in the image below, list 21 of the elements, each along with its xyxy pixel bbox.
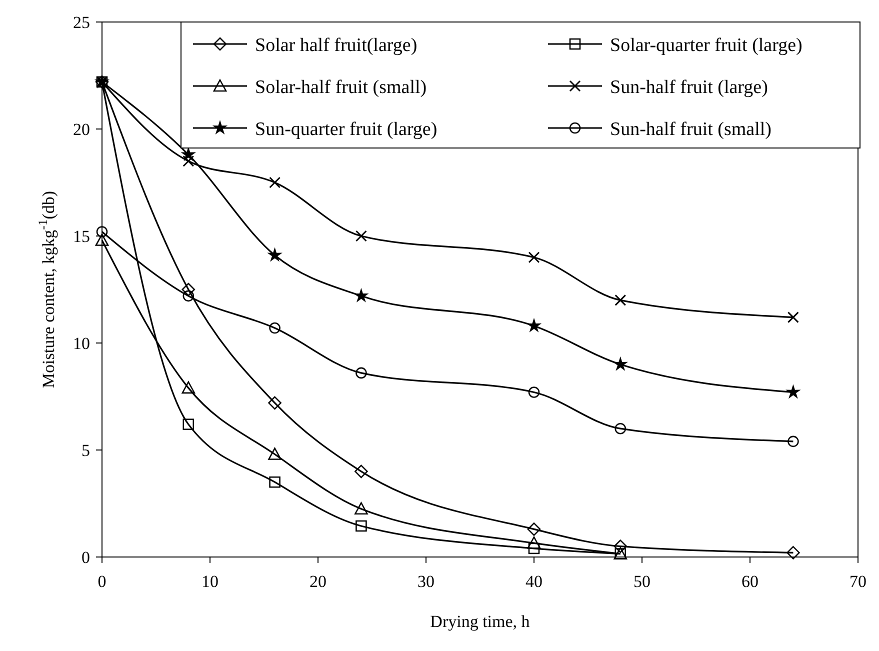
y-tick-label: 5: [82, 441, 90, 460]
y-tick-label: 15: [73, 227, 90, 246]
y-tick-label: 20: [73, 120, 90, 139]
x-tick-label: 10: [202, 572, 218, 591]
x-axis-title: Drying time, h: [430, 612, 530, 631]
x-tick-label: 70: [850, 572, 866, 591]
y-tick-label: 25: [73, 13, 90, 32]
x-tick-label: 0: [98, 572, 106, 591]
legend-label: Sun-half fruit (small): [610, 119, 772, 140]
y-tick-label: 0: [82, 548, 90, 567]
x-tick-label: 40: [526, 572, 542, 591]
legend-label: Solar-half fruit (small): [255, 77, 427, 98]
x-tick-label: 50: [634, 572, 650, 591]
x-tick-label: 20: [310, 572, 326, 591]
legend-label: Solar half fruit(large): [255, 35, 418, 56]
x-tick-label: 30: [418, 572, 434, 591]
legend-label: Sun-half fruit (large): [610, 77, 768, 98]
y-tick-label: 10: [73, 334, 90, 353]
x-tick-label: 60: [742, 572, 758, 591]
legend-label: Solar-quarter fruit (large): [610, 35, 802, 56]
legend-label: Sun-quarter fruit (large): [255, 119, 438, 140]
